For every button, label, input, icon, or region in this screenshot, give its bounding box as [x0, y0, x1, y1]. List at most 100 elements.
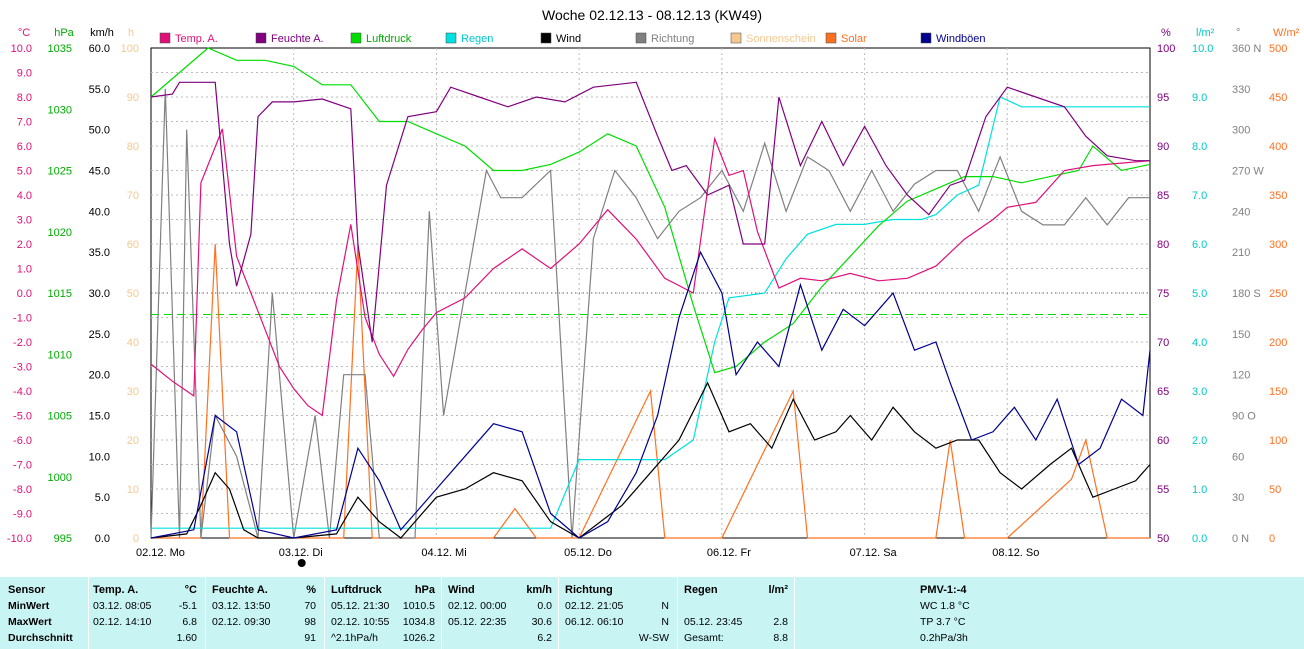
axis-tick-temp: 4.0	[17, 190, 32, 202]
axis-tick-temp: -8.0	[13, 484, 32, 496]
axis-tick-rain: 9.0	[1192, 92, 1207, 104]
axis-tick-sun: 0	[133, 533, 139, 545]
axis-tick-solar: 500	[1269, 43, 1287, 55]
wind-min-time: 02.12. 00:00	[448, 600, 507, 612]
press-header: Luftdruck	[331, 584, 382, 596]
dir-max-time: 06.12. 06:10	[565, 616, 624, 628]
axis-tick-temp: -6.0	[13, 435, 32, 447]
axis-tick-sun: 10	[127, 484, 139, 496]
temp-unit: °C	[184, 584, 197, 596]
legend-swatch	[350, 32, 362, 44]
wind-header: Wind	[448, 584, 475, 596]
rain-max-val: 2.8	[773, 616, 788, 628]
rain-total-val: 8.8	[773, 632, 788, 644]
axis-tick-temp: 6.0	[17, 141, 32, 153]
sensor-header: Sensor	[8, 584, 46, 596]
axis-tick-wind: 15.0	[89, 411, 110, 423]
series-line-windb-en	[150, 250, 1151, 539]
stats-table: Sensor MinWert MaxWert Durchschnitt Temp…	[0, 577, 1304, 649]
axis-tick-temp: 5.0	[17, 166, 32, 178]
axis-tick-sun: 70	[127, 190, 139, 202]
axis-tick-temp: -3.0	[13, 362, 32, 374]
axis-tick-pressure: 1025	[48, 166, 72, 178]
hum-header: Feuchte A.	[212, 584, 268, 596]
legend-label: Luftdruck	[366, 33, 412, 45]
axis-tick-direction: 0 N	[1232, 533, 1249, 545]
legend-label: Windböen	[936, 33, 986, 45]
axis-tick-direction: 90 O	[1232, 411, 1256, 423]
axis-tick-sun: 30	[127, 386, 139, 398]
axis-tick-wind: 30.0	[89, 288, 110, 300]
axis-tick-direction: 360 N	[1232, 43, 1261, 55]
axis-tick-solar: 0	[1269, 533, 1275, 545]
axis-tick-humidity: 55	[1157, 484, 1169, 496]
axis-tick-wind: 35.0	[89, 247, 110, 259]
axis-tick-wind: 0.0	[95, 533, 110, 545]
axis-tick-humidity: 100	[1157, 43, 1175, 55]
legend-swatch	[920, 32, 932, 44]
axis-tick-humidity: 65	[1157, 386, 1169, 398]
press-min-val: 1010.5	[402, 600, 435, 612]
axis-tick-direction: 240	[1232, 206, 1250, 218]
hum-avg-val: 91	[304, 632, 316, 644]
press-max-val: 1034.8	[402, 616, 435, 628]
axis-tick-temp: 3.0	[17, 215, 32, 227]
axis-tick-solar: 150	[1269, 386, 1287, 398]
axis-tick-solar: 350	[1269, 190, 1287, 202]
axis-unit-wind: km/h	[90, 27, 114, 39]
axis-tick-solar: 250	[1269, 288, 1287, 300]
axis-tick-solar: 50	[1269, 484, 1281, 496]
pressure-trend-3h: 0.2hPa/3h	[920, 632, 968, 644]
axis-tick-rain: 0.0	[1192, 533, 1207, 545]
x-tick-label: 04.12. Mi	[421, 547, 466, 559]
axis-tick-humidity: 75	[1157, 288, 1169, 300]
axis-tick-solar: 300	[1269, 239, 1287, 251]
axis-tick-wind: 10.0	[89, 451, 110, 463]
axis-tick-rain: 5.0	[1192, 288, 1207, 300]
axis-tick-temp: -4.0	[13, 386, 32, 398]
legend-swatch	[635, 32, 647, 44]
temp-avg-val: 1.60	[176, 632, 197, 644]
rain-max-time: 05.12. 23:45	[684, 616, 743, 628]
temp-min-val: -5.1	[178, 600, 197, 612]
axis-tick-pressure: 1030	[48, 104, 72, 116]
axis-tick-solar: 200	[1269, 337, 1287, 349]
axis-tick-temp: 0.0	[17, 288, 32, 300]
press-min-time: 05.12. 21:30	[331, 600, 390, 612]
axis-tick-pressure: 1015	[48, 288, 72, 300]
legend-swatch	[255, 32, 267, 44]
axis-tick-sun: 20	[127, 435, 139, 447]
hum-min-time: 03.12. 13:50	[212, 600, 271, 612]
hum-max-time: 02.12. 09:30	[212, 616, 271, 628]
axis-tick-direction: 180 S	[1232, 288, 1261, 300]
axis-tick-pressure: 995	[54, 533, 72, 545]
axis-tick-direction: 30	[1232, 492, 1244, 504]
legend-swatch	[445, 32, 457, 44]
axis-tick-solar: 100	[1269, 435, 1287, 447]
x-tick-label: 05.12. Do	[564, 547, 612, 559]
sensor-column: Sensor MinWert MaxWert Durchschnitt	[0, 577, 89, 649]
axis-tick-pressure: 1010	[48, 349, 72, 361]
dir-max-val: N	[661, 616, 669, 628]
current-day-marker	[297, 559, 306, 567]
wind-min-val: 0.0	[537, 600, 552, 612]
axis-tick-direction: 300	[1232, 125, 1250, 137]
axis-tick-sun: 100	[121, 43, 139, 55]
series-line-temp-a-	[150, 128, 1151, 417]
legend-label: Sonnenschein	[746, 33, 816, 45]
axis-tick-pressure: 1000	[48, 472, 72, 484]
wind-avg-val: 6.2	[537, 632, 552, 644]
weather-chart: 10.0 9.0 8.0 7.0 6.0 5.0 4.0 3.0 2.0 1.0 0.0 -1.0 -2…	[7, 7, 1300, 567]
axis-tick-direction: 150	[1232, 329, 1250, 341]
legend-swatch	[159, 32, 171, 44]
axis-unit-direction: °	[1236, 27, 1240, 39]
axis-tick-direction: 210	[1232, 247, 1250, 259]
plot-area	[150, 47, 1151, 539]
axis-tick-rain: 1.0	[1192, 484, 1207, 496]
axis-tick-rain: 8.0	[1192, 141, 1207, 153]
axis-unit-humidity: %	[1161, 27, 1171, 39]
press-max-time: 02.12. 10:55	[331, 616, 390, 628]
axis-tick-direction: 60	[1232, 451, 1244, 463]
row-label-avg: Durchschnitt	[8, 632, 73, 644]
legend-label: Regen	[461, 33, 493, 45]
